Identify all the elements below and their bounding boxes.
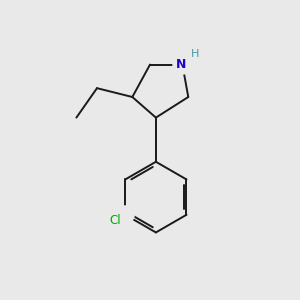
Text: H: H xyxy=(190,49,199,59)
Text: N: N xyxy=(176,58,186,71)
Circle shape xyxy=(173,55,192,74)
Circle shape xyxy=(116,206,134,224)
Text: Cl: Cl xyxy=(110,214,122,227)
